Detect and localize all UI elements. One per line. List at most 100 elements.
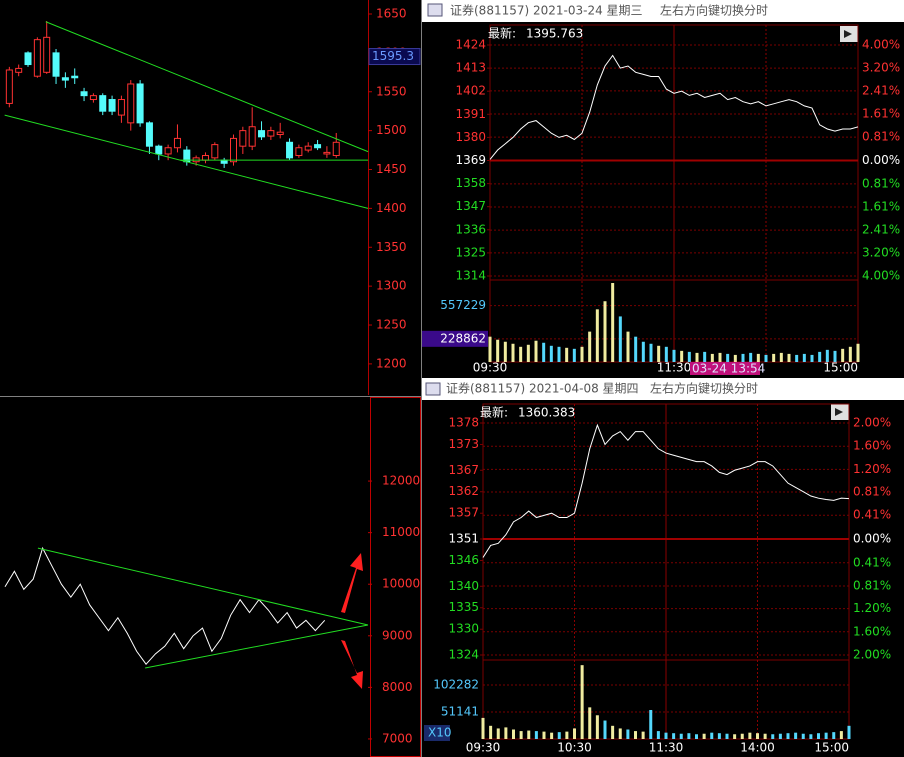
volume-bar [802,353,806,362]
y-tick-label: 1300 [376,279,407,293]
candle-body [15,67,23,73]
volume-bar [725,733,729,739]
y-tick-label: 1367 [448,463,479,477]
y-tick-label: 1413 [455,61,486,75]
candle-body [164,147,172,155]
volume-bar [718,352,722,362]
y-tick-label: 1400 [376,201,407,215]
volume-bar [634,336,638,362]
volume-bar [702,733,706,739]
y-tick-label: 1346 [448,553,479,567]
volume-bar [679,733,683,739]
volume-bar [740,733,744,739]
y-tick-label: 9000 [382,628,413,642]
volume-bar [573,728,576,739]
y2-tick-label: 3.20% [862,245,900,259]
y-tick-label: 1357 [448,506,479,520]
volume-bar [649,343,653,362]
volume-bar [794,732,798,739]
volume-bar [634,731,637,739]
volume-bar [519,731,523,739]
y-tick-label: 1373 [448,437,479,451]
volume-bar [565,347,569,362]
x-tick-label: 11:30 [657,361,692,375]
candle-body [155,145,163,155]
x-tick-label: 15:00 [814,741,849,755]
volume-bar [825,349,829,362]
y-tick-label: 1330 [448,622,479,636]
volume-bar [565,731,569,739]
volume-bar [695,352,699,362]
volume-unit: X10 [428,726,452,740]
candle-body [239,130,247,147]
y-tick-label: 1335 [448,600,479,614]
volume-bar [649,709,653,739]
volume-bar [549,345,553,362]
header-hint: 左右方向键切换分时 [650,381,758,396]
y2-tick-label: 2.41% [862,223,900,237]
price-line [489,54,859,160]
y-tick-label: 1362 [448,484,479,498]
switch-icon [844,30,852,38]
latest-label: 最新: [480,405,508,420]
volume-bar [763,733,767,739]
volume-bar [588,331,592,362]
latest-label: 最新: [488,26,516,41]
candle-body [24,52,32,66]
volume-bar [710,732,714,739]
volume-bar [580,665,584,739]
y2-tick-label: 1.60% [853,624,891,638]
up-arrow [341,553,363,613]
candle-body [173,137,181,149]
y-tick-label: 1336 [455,222,486,236]
volume-bar [764,354,768,362]
volume-bar [489,725,493,739]
candle-body [314,144,322,149]
candle-body [108,99,116,112]
volume-bar [572,348,576,362]
latest-value: 1360.383 [518,406,575,420]
last-value-box [368,48,421,66]
volume-bar [710,353,714,362]
candle-body [80,91,88,97]
y2-tick-label: 0.41% [853,508,891,522]
volume-bar [786,733,790,739]
line-series [4,546,326,665]
volume-bar [756,353,760,362]
volume-bar [496,339,500,362]
volume-bar [817,733,820,739]
y-tick-label: 1369 [455,153,486,167]
volume-bar [588,707,592,739]
volume-bar [526,344,530,362]
candle-body [304,145,312,151]
volume-bar [504,727,508,739]
candle-body [33,39,41,77]
volume-bar [749,352,753,362]
volume-bar [832,732,836,739]
volume-bar [856,343,860,362]
volume-bar [580,346,584,362]
volume-bar [772,353,776,362]
volume-bar [818,351,822,362]
unit-box [424,725,450,741]
header-title: 证券(881157) 2021-03-24 星期三 [450,3,643,18]
y-tick-label: 1351 [448,532,479,546]
y2-tick-label: 2.00% [853,648,891,662]
volume-bar [618,728,622,739]
volume-bar [527,730,531,739]
volume-bar [771,734,775,739]
volume-bar [809,734,813,739]
volume-bar [787,353,791,362]
x-tick-label: 11:30 [649,741,684,755]
volume-bar [733,354,737,362]
cursor-label: 03-24 13:54 [692,362,765,376]
volume-bar [756,733,759,739]
y-tick-label: 1250 [376,318,407,332]
volume-bar [847,725,851,739]
candle-body [5,69,13,104]
y2-tick-label: 1.61% [862,199,900,213]
y2-tick-label: 0.00% [853,532,891,546]
volume-bar [695,734,698,739]
volume-bar [833,350,837,362]
